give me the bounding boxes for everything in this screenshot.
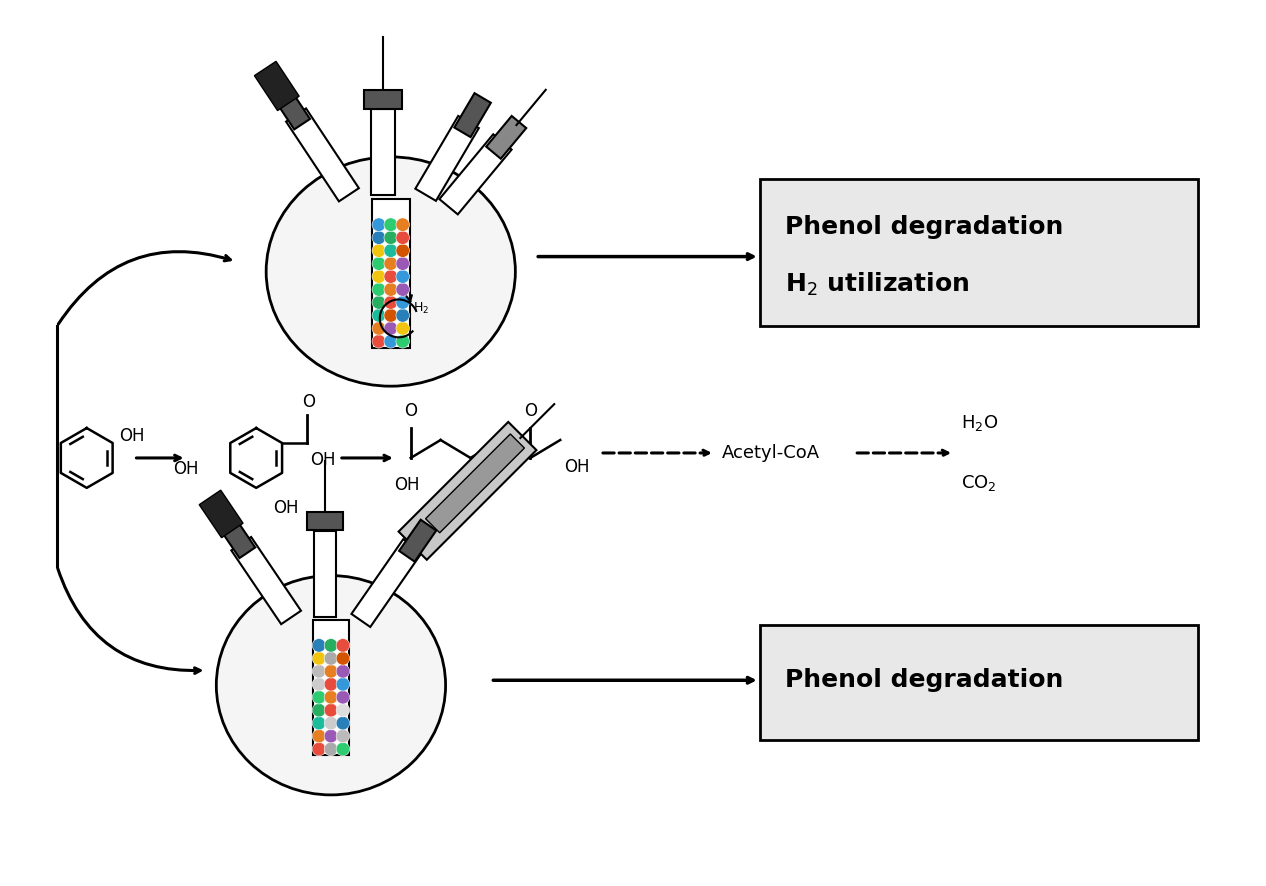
Circle shape [324,664,338,678]
Ellipse shape [216,576,446,795]
Circle shape [313,678,325,691]
Circle shape [384,296,398,309]
Circle shape [384,244,398,258]
Circle shape [384,335,398,348]
Circle shape [324,729,338,742]
Circle shape [396,269,409,284]
Bar [271,84,310,129]
Circle shape [384,283,398,296]
Text: OH: OH [273,499,299,517]
Text: Phenol degradation: Phenol degradation [785,214,1063,238]
Circle shape [313,742,325,756]
Polygon shape [286,108,358,201]
Text: OH: OH [310,451,335,469]
Circle shape [324,678,338,691]
Circle shape [396,335,409,348]
Text: O: O [303,393,315,411]
Circle shape [313,703,325,717]
Bar [218,515,256,558]
Circle shape [313,651,325,665]
Circle shape [396,283,409,296]
Circle shape [337,664,349,678]
Text: OH: OH [173,460,199,478]
Bar [399,520,437,562]
Circle shape [396,308,409,323]
Circle shape [384,308,398,323]
Circle shape [337,729,349,742]
Polygon shape [352,540,422,627]
Ellipse shape [266,157,515,386]
Circle shape [337,717,349,730]
Polygon shape [425,434,524,532]
Circle shape [337,639,349,652]
Circle shape [337,651,349,665]
Circle shape [372,283,386,296]
Circle shape [396,322,409,335]
Circle shape [337,703,349,717]
Circle shape [324,742,338,756]
Polygon shape [415,116,479,201]
Circle shape [324,717,338,730]
Circle shape [384,322,398,335]
Circle shape [337,678,349,691]
Text: O: O [404,402,418,420]
Text: Acetyl-CoA: Acetyl-CoA [722,444,820,462]
Circle shape [324,651,338,665]
Circle shape [313,717,325,730]
Circle shape [313,639,325,652]
Text: H$_2$ utilization: H$_2$ utilization [785,271,968,298]
FancyBboxPatch shape [760,179,1198,326]
Bar [313,620,349,755]
Polygon shape [371,109,395,195]
Circle shape [372,257,386,270]
Bar [372,198,410,348]
Circle shape [384,257,398,270]
Circle shape [396,231,409,245]
Circle shape [372,218,386,231]
Circle shape [372,231,386,245]
Polygon shape [232,537,301,624]
Bar [308,512,343,530]
Circle shape [384,269,398,284]
Bar [454,93,491,137]
Circle shape [384,231,398,245]
Bar [254,61,299,111]
Text: OH: OH [394,476,419,494]
Text: OH: OH [565,458,590,476]
Circle shape [324,639,338,652]
Circle shape [324,703,338,717]
Circle shape [313,729,325,742]
Text: Phenol degradation: Phenol degradation [785,668,1063,692]
Circle shape [396,296,409,309]
Circle shape [337,690,349,704]
Text: H$_2$: H$_2$ [413,301,429,316]
Circle shape [372,335,386,348]
Circle shape [372,308,386,323]
Circle shape [372,322,386,335]
Circle shape [372,269,386,284]
Circle shape [372,244,386,258]
Text: H$_2$O: H$_2$O [961,413,999,433]
Bar [486,116,527,159]
Circle shape [324,690,338,704]
Bar [199,490,243,538]
Circle shape [396,218,409,231]
Polygon shape [399,422,537,560]
Polygon shape [439,135,511,214]
Text: CO$_2$: CO$_2$ [961,473,996,493]
Circle shape [396,257,409,270]
Text: OH: OH [119,427,146,445]
Circle shape [313,664,325,678]
Circle shape [396,244,409,258]
FancyBboxPatch shape [760,626,1198,740]
Circle shape [372,296,386,309]
Circle shape [337,742,349,756]
Circle shape [384,218,398,231]
Bar [363,89,401,109]
Circle shape [313,690,325,704]
Polygon shape [314,531,337,618]
Text: O: O [524,402,537,420]
